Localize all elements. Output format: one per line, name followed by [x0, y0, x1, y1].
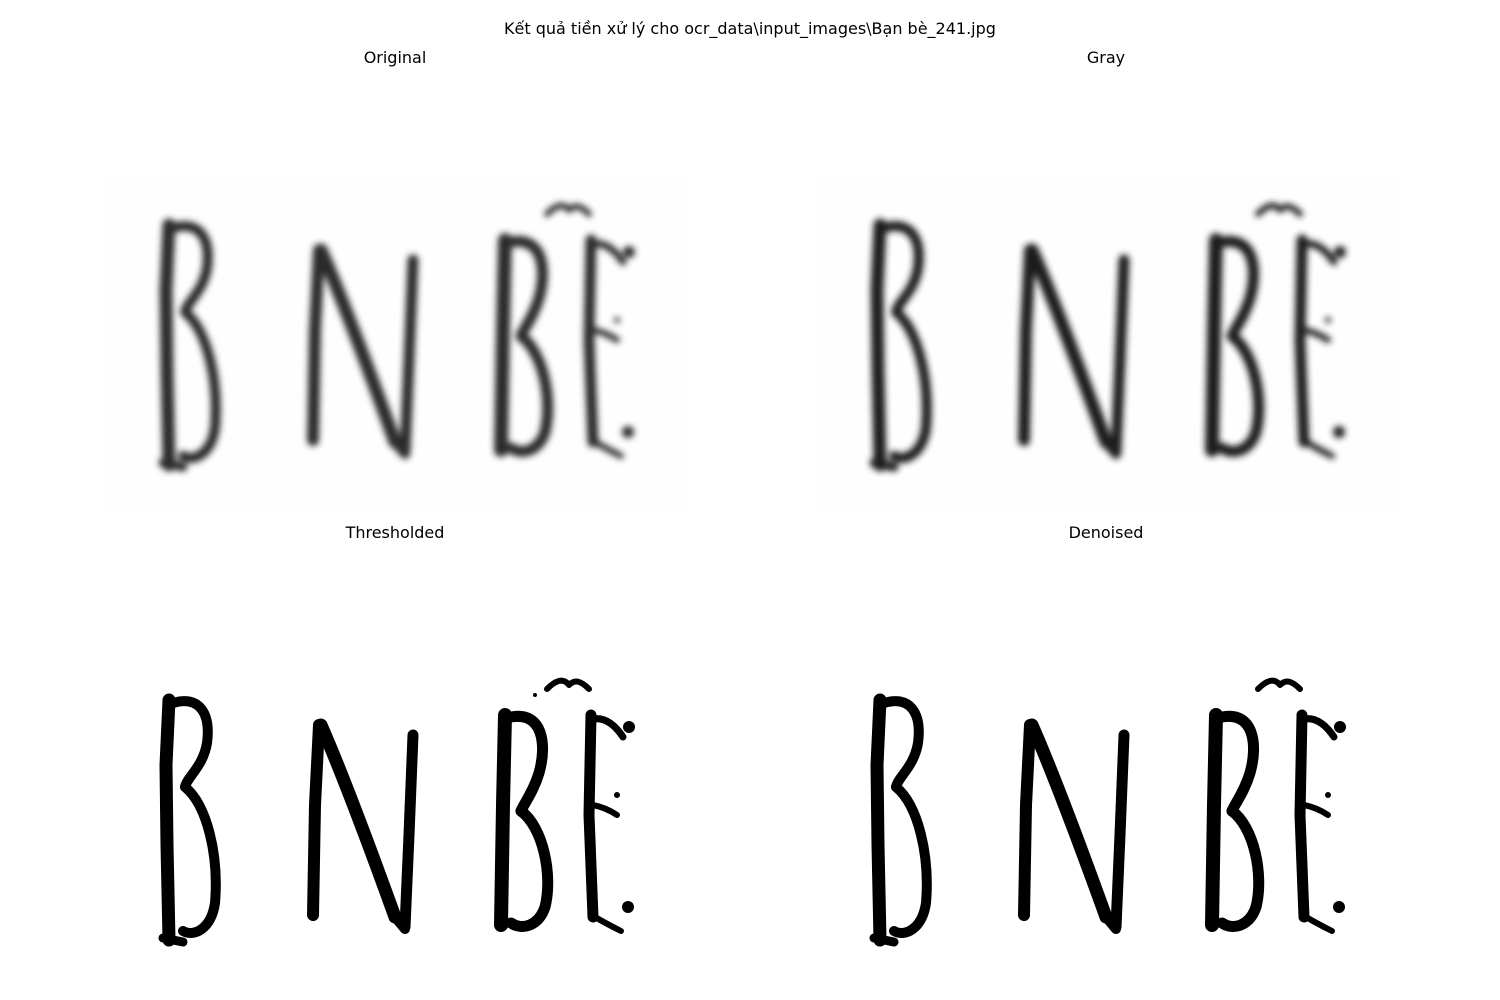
panel-title-denoised: Denoised	[1068, 523, 1144, 542]
figure-title: Kết quả tiền xử lý cho ocr_data\input_im…	[504, 19, 996, 38]
handwriting-image-original	[103, 180, 688, 510]
image-panel-thresholded	[103, 655, 688, 985]
handwriting-image-denoised	[814, 655, 1399, 985]
panel-title-thresholded: Thresholded	[345, 523, 445, 542]
panel-title-original: Original	[363, 48, 427, 67]
handwriting-image-thresholded	[103, 655, 688, 985]
panel-title-gray: Gray	[1086, 48, 1126, 67]
image-panel-original	[103, 180, 688, 510]
handwriting-image-gray	[814, 180, 1399, 510]
image-panel-denoised	[814, 655, 1399, 985]
image-panel-gray	[814, 180, 1399, 510]
